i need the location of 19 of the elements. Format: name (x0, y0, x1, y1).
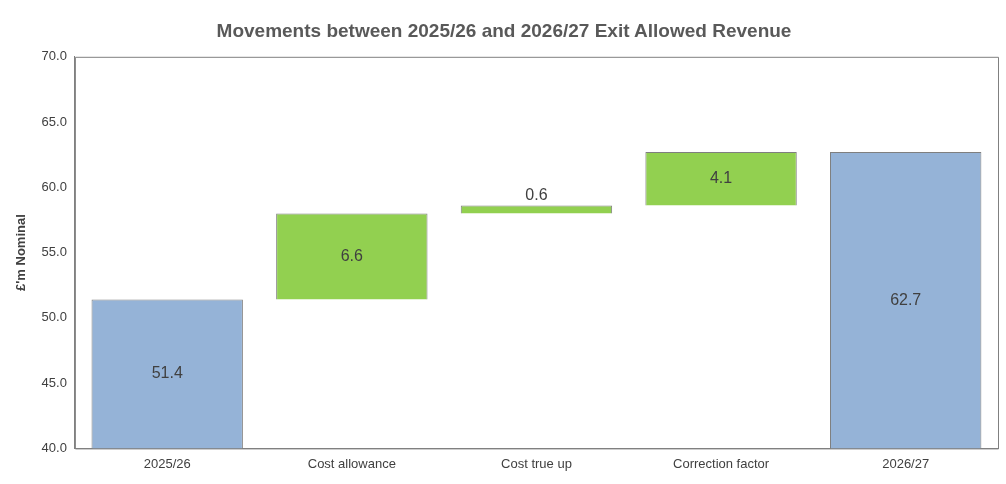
x-tick-label: 2026/27 (882, 455, 930, 471)
data-label: 6.6 (340, 246, 364, 264)
y-tick-label: 65.0 (41, 113, 67, 129)
y-tick-label: 40.0 (41, 439, 67, 455)
y-tick-label: 55.0 (41, 244, 67, 260)
y-tick-label: 50.0 (41, 309, 67, 325)
data-label: 62.7 (890, 290, 922, 308)
y-tick-label: 60.0 (41, 178, 67, 194)
y-tick-label: 70.0 (41, 48, 67, 64)
data-label: 51.4 (151, 364, 183, 382)
x-tick-label: Correction factor (673, 455, 770, 471)
data-label: 0.6 (525, 186, 548, 204)
data-label: 4.1 (709, 169, 733, 187)
x-tick-label: Cost allowance (307, 455, 396, 471)
x-tick-label: 2025/26 (143, 455, 191, 471)
y-tick-label: 45.0 (41, 374, 67, 390)
x-tick-label: Cost true up (501, 455, 572, 471)
chart-title: Movements between 2025/26 and 2026/27 Exit Allowed Revenue (216, 19, 792, 41)
y-axis-title: £'m Nominal (13, 214, 29, 291)
